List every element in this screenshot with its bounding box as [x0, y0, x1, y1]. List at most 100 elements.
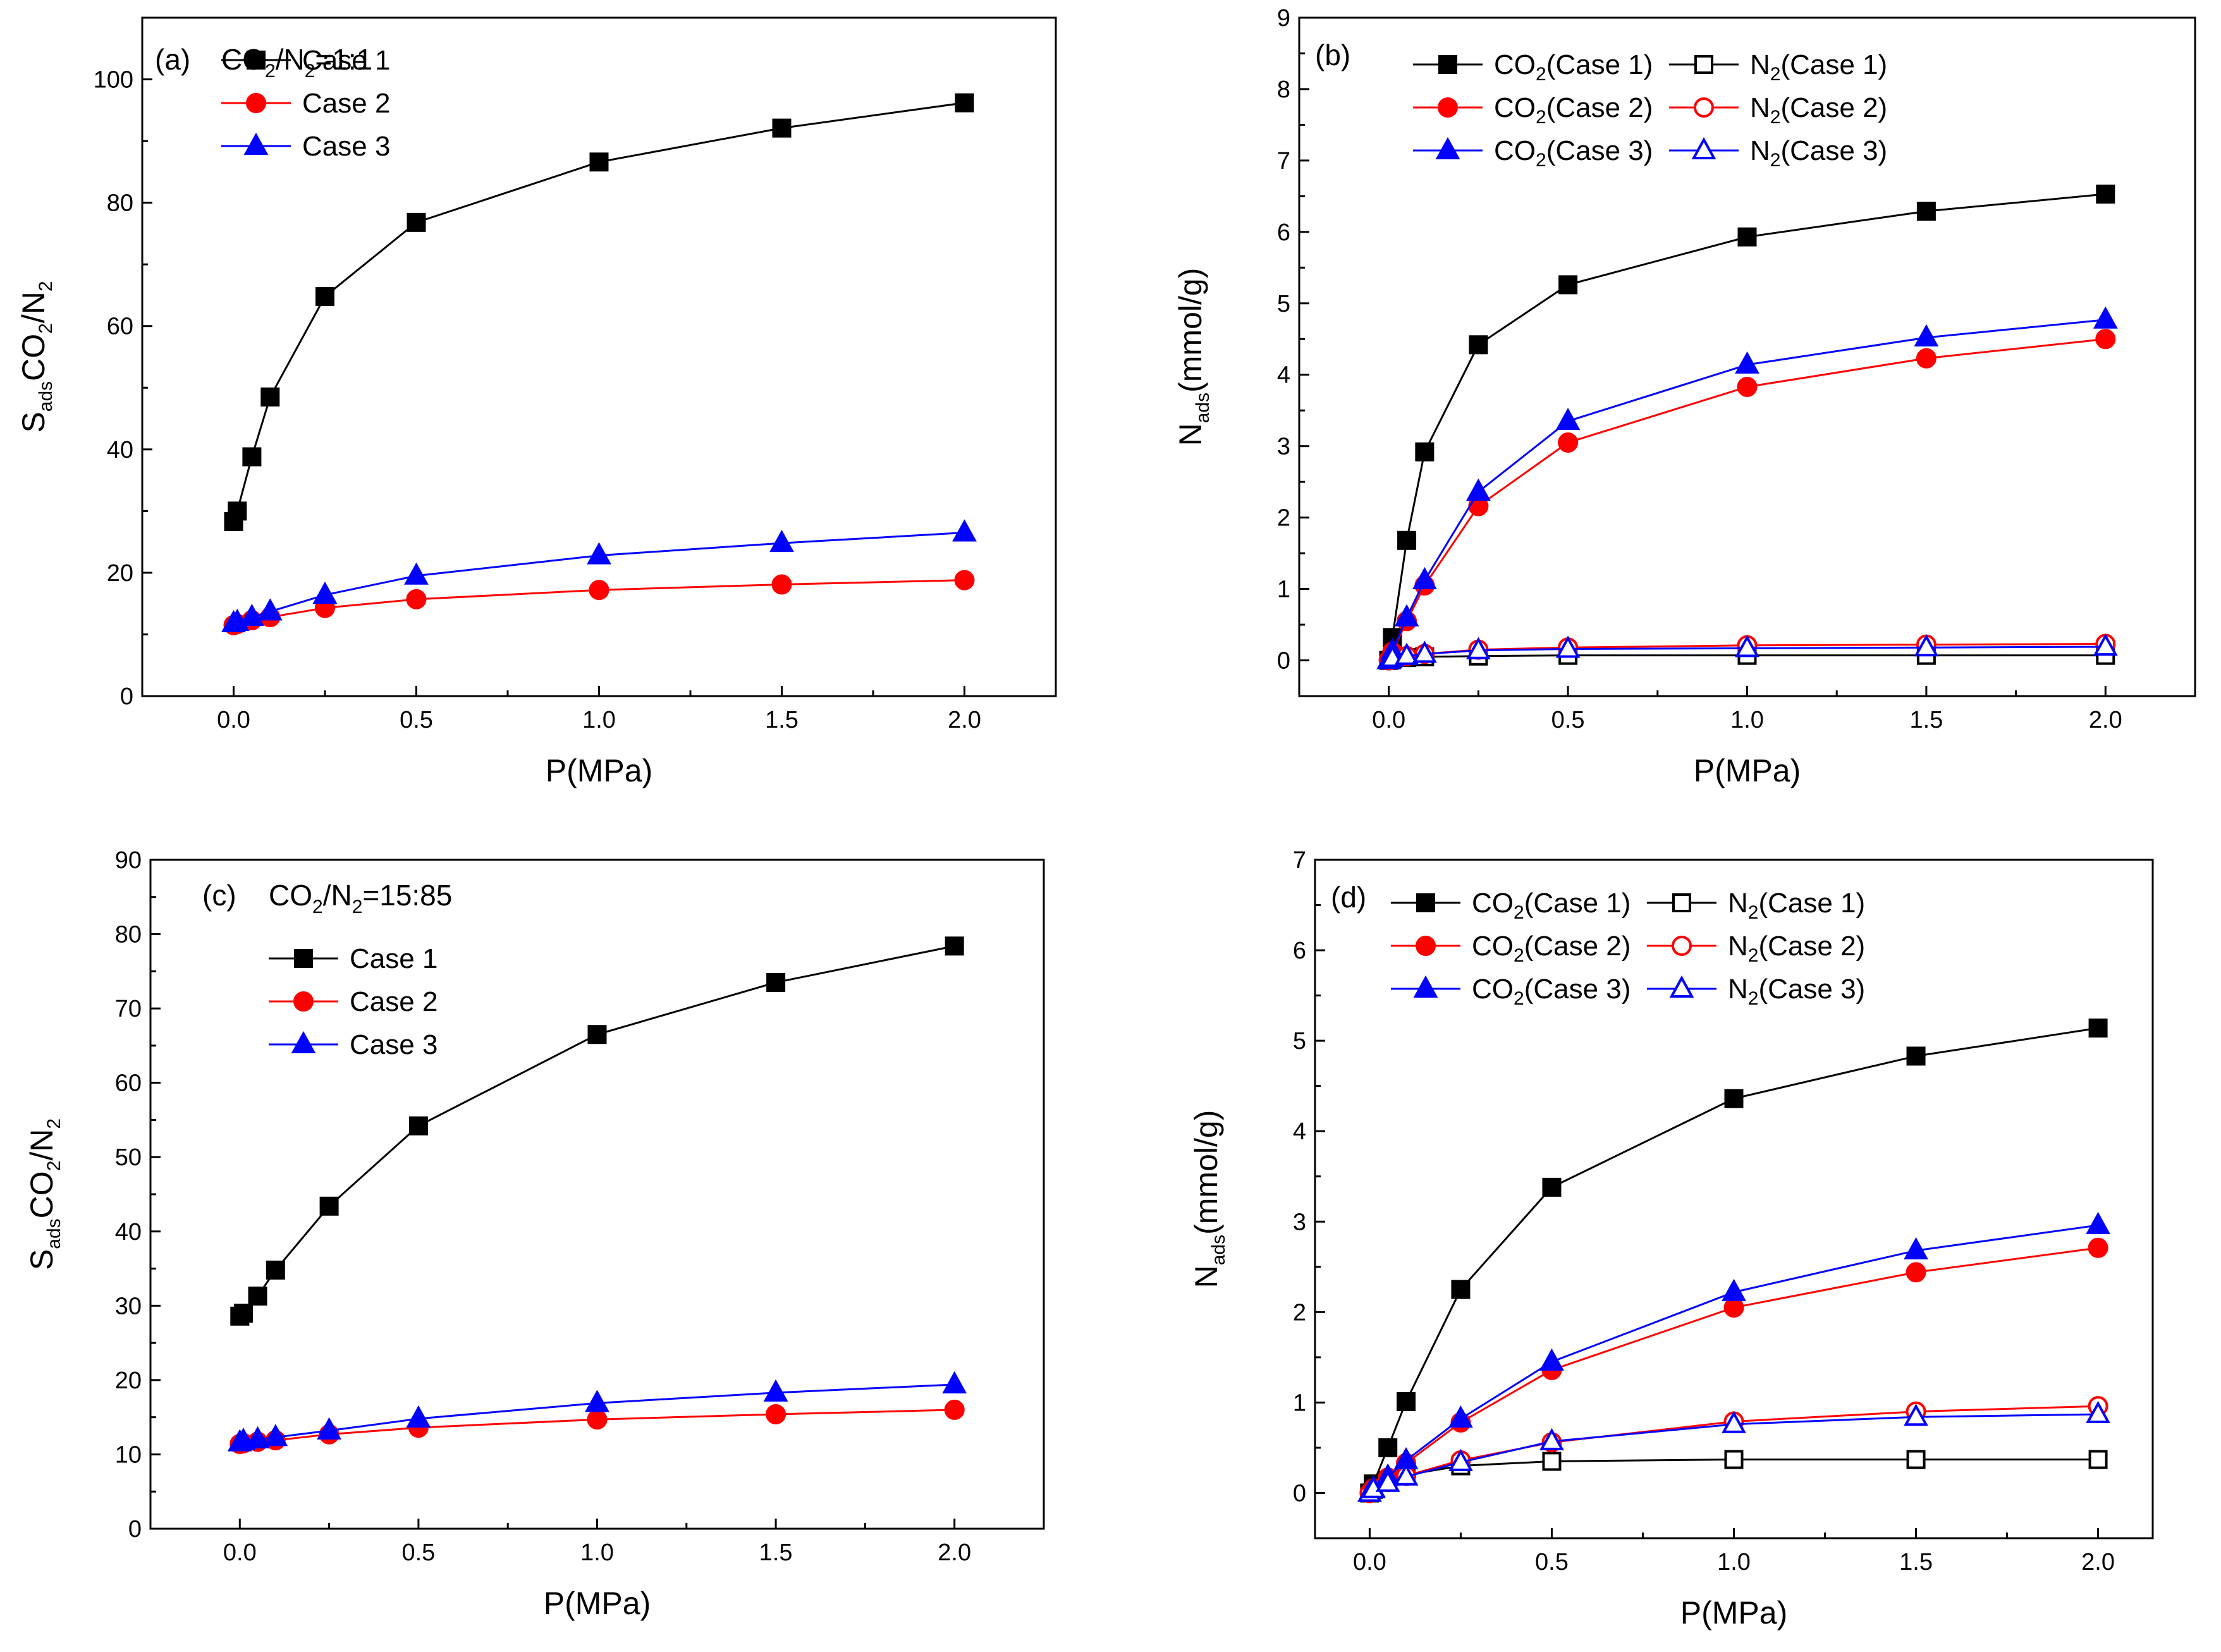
legend-label: N2(Case 2) — [1728, 931, 1865, 966]
data-point — [1393, 1463, 1419, 1486]
y-axis-label: Nads(mmol/g) — [1173, 268, 1213, 446]
data-point — [266, 1260, 285, 1280]
data-point — [1375, 1469, 1400, 1492]
y-tick-label: 6 — [1293, 938, 1306, 964]
data-point — [772, 118, 792, 138]
data-point — [763, 1379, 788, 1402]
y-tick-label: 90 — [115, 847, 142, 874]
panel-label-b: (b) — [1315, 39, 1350, 71]
y-tick-label: 2 — [1293, 1299, 1306, 1326]
data-point — [407, 212, 426, 232]
data-point — [1722, 1410, 1746, 1433]
data-point — [1914, 634, 1939, 657]
x-tick-label: 2.0 — [2089, 707, 2122, 733]
composition-annotation: CO2/N2=15:85 — [269, 879, 452, 917]
legend-label: N2(Case 2) — [1750, 92, 1887, 128]
data-point — [319, 1196, 339, 1216]
legend-label: CO2(Case 3) — [1494, 135, 1653, 171]
data-point — [1724, 1089, 1744, 1108]
legend-marker — [246, 93, 266, 113]
data-point — [1394, 642, 1419, 665]
legend-item: Case 1 — [269, 943, 437, 974]
data-point — [257, 598, 283, 621]
x-tick-label: 0.0 — [217, 707, 250, 733]
x-tick-label: 1.5 — [759, 1539, 793, 1566]
data-point — [2088, 1237, 2108, 1258]
data-point — [1555, 408, 1581, 431]
y-tick-label: 4 — [1293, 1118, 1306, 1145]
legend-marker — [1416, 936, 1436, 956]
data-point — [766, 972, 786, 992]
data-point — [955, 93, 974, 113]
data-point — [2093, 306, 2118, 329]
x-tick-label: 2.0 — [2081, 1549, 2115, 1576]
legend-marker — [1435, 137, 1460, 159]
legend-label: CO2(Case 3) — [1472, 974, 1631, 1009]
panel-a: 0.0 0.5 1.0 1.5 2.0 0 20 40 60 80 100 P(MPa) SadsCO2… — [16, 16, 1057, 788]
data-point — [1737, 376, 1758, 397]
data-point — [1542, 1177, 1562, 1197]
panel-b: 0.0 0.5 1.0 1.5 2.0 0 1 2 3 4 5 6 7 8 9 P(MPa) Nads(mmol… — [1173, 5, 2196, 788]
data-point — [260, 387, 280, 407]
x-tick-label: 1.5 — [765, 707, 798, 733]
legend-item: N2(Case 3) — [1647, 974, 1865, 1009]
y-tick-label: 6 — [1277, 219, 1290, 246]
data-point — [312, 581, 338, 604]
panel-label-d: (d) — [1331, 881, 1366, 914]
x-tick-label: 1.0 — [582, 707, 616, 733]
legend-label: CO2(Case 1) — [1494, 49, 1653, 85]
legend-item: CO2(Case 2) — [1413, 92, 1653, 128]
data-point — [1539, 1348, 1564, 1371]
x-axis-label: P(MPa) — [1694, 753, 1801, 788]
data-point — [769, 529, 794, 553]
legend-item: Case 1 — [221, 45, 390, 76]
x-tick-label: 0.0 — [223, 1539, 257, 1566]
data-point — [1448, 1448, 1473, 1471]
y-tick-label: 1 — [1293, 1390, 1306, 1416]
data-point — [587, 1409, 608, 1430]
y-tick-label: 80 — [107, 190, 133, 217]
legend-marker — [1438, 97, 1458, 118]
data-point — [585, 1390, 609, 1412]
y-tick-label: 40 — [107, 437, 133, 463]
series-n2-case-3- — [1376, 633, 2118, 670]
legend-item: CO2(Case 2) — [1391, 931, 1631, 966]
legend-label: N2(Case 3) — [1750, 135, 1887, 171]
data-point — [1904, 1404, 1928, 1426]
y-axis-label: Nads(mmol/g) — [1189, 1110, 1229, 1288]
y-tick-label: 60 — [107, 314, 133, 340]
data-point — [1906, 1046, 1926, 1066]
data-point — [1722, 1278, 1746, 1301]
data-point — [2096, 184, 2115, 204]
data-point — [1397, 530, 1417, 550]
data-point — [1916, 202, 1936, 221]
data-point — [589, 580, 609, 601]
x-tick-label: 1.5 — [1909, 707, 1943, 733]
y-tick-label: 20 — [107, 560, 133, 587]
data-point — [1539, 1428, 1564, 1450]
legend-item: Case 2 — [221, 88, 390, 119]
data-point — [945, 936, 964, 956]
data-point — [1415, 442, 1435, 462]
legend-item: CO2(Case 1) — [1391, 888, 1631, 923]
data-point — [315, 286, 334, 306]
data-point — [240, 604, 264, 627]
x-tick-label: 2.0 — [938, 1539, 971, 1566]
series-n2-case-3- — [1357, 1400, 2110, 1502]
y-tick-label: 70 — [115, 996, 142, 1022]
data-point — [2086, 1211, 2110, 1234]
legend-marker — [294, 949, 313, 968]
legend-label: Case 1 — [350, 943, 437, 974]
series-case-1 — [230, 936, 964, 1326]
x-axis-label: P(MPa) — [546, 753, 652, 788]
data-point — [406, 589, 427, 609]
data-point — [1914, 324, 1939, 347]
data-point — [1737, 227, 1757, 247]
y-tick-label: 4 — [1277, 362, 1290, 389]
legend-marker — [291, 1031, 316, 1053]
legend-marker — [243, 132, 269, 155]
series-case-1 — [224, 93, 974, 531]
y-tick-label: 8 — [1277, 76, 1290, 103]
y-tick-label: 3 — [1293, 1209, 1306, 1235]
